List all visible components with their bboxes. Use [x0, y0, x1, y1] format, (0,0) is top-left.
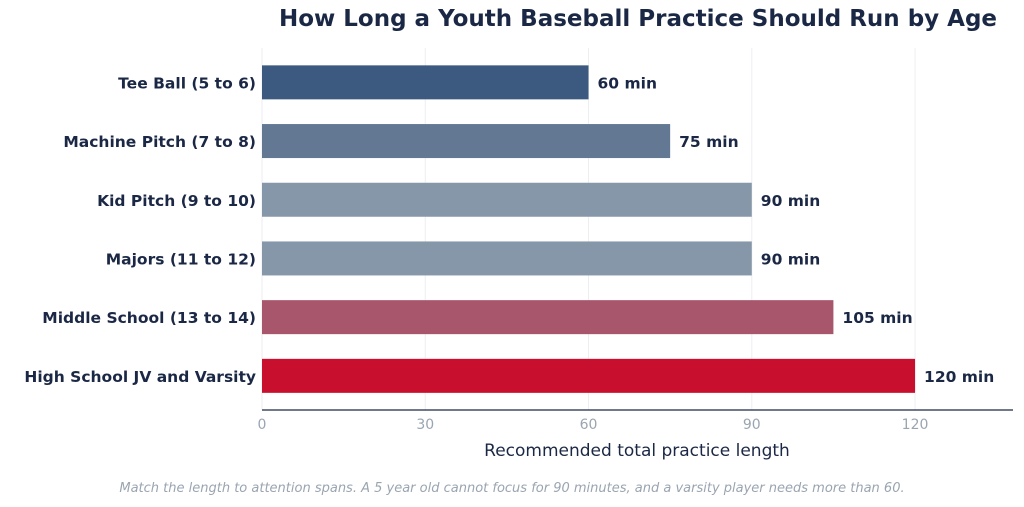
- y-tick-label: Kid Pitch (9 to 10): [97, 192, 256, 210]
- x-tick-label: 60: [580, 417, 598, 433]
- x-tick-label: 120: [902, 417, 929, 433]
- chart-title: How Long a Youth Baseball Practice Shoul…: [278, 6, 998, 32]
- x-axis-label: Recommended total practice length: [484, 441, 790, 461]
- bar: [262, 358, 916, 393]
- value-labels: 60 min 75 min 90 min 90 min 105 min 120 min: [598, 74, 995, 386]
- chart-footnote: Match the length to attention spans. A 5…: [119, 481, 905, 496]
- x-tick-label: 30: [416, 417, 434, 433]
- bar-value-label: 120 min: [924, 368, 994, 386]
- x-tick-label: 90: [743, 417, 761, 433]
- bar-value-label: 90 min: [761, 250, 820, 268]
- bar-value-label: 60 min: [598, 74, 657, 92]
- x-tick-labels: 0 30 60 90 120: [258, 417, 929, 433]
- bar-value-label: 105 min: [842, 309, 912, 327]
- bars: [262, 65, 916, 393]
- bar: [262, 182, 752, 217]
- x-tick-label: 0: [258, 417, 267, 433]
- y-tick-label: Machine Pitch (7 to 8): [63, 133, 256, 151]
- y-tick-label: Tee Ball (5 to 6): [118, 74, 256, 92]
- bar: [262, 65, 589, 100]
- bar-value-label: 75 min: [679, 133, 738, 151]
- bar: [262, 241, 752, 276]
- bar-value-label: 90 min: [761, 192, 820, 210]
- y-tick-label: High School JV and Varsity: [24, 368, 256, 386]
- y-tick-label: Majors (11 to 12): [106, 250, 256, 268]
- gridlines: [261, 48, 916, 410]
- y-tick-label: Middle School (13 to 14): [42, 309, 256, 327]
- bar: [262, 300, 834, 335]
- bar: [262, 124, 671, 159]
- y-tick-labels: Tee Ball (5 to 6) Machine Pitch (7 to 8) K…: [24, 74, 256, 386]
